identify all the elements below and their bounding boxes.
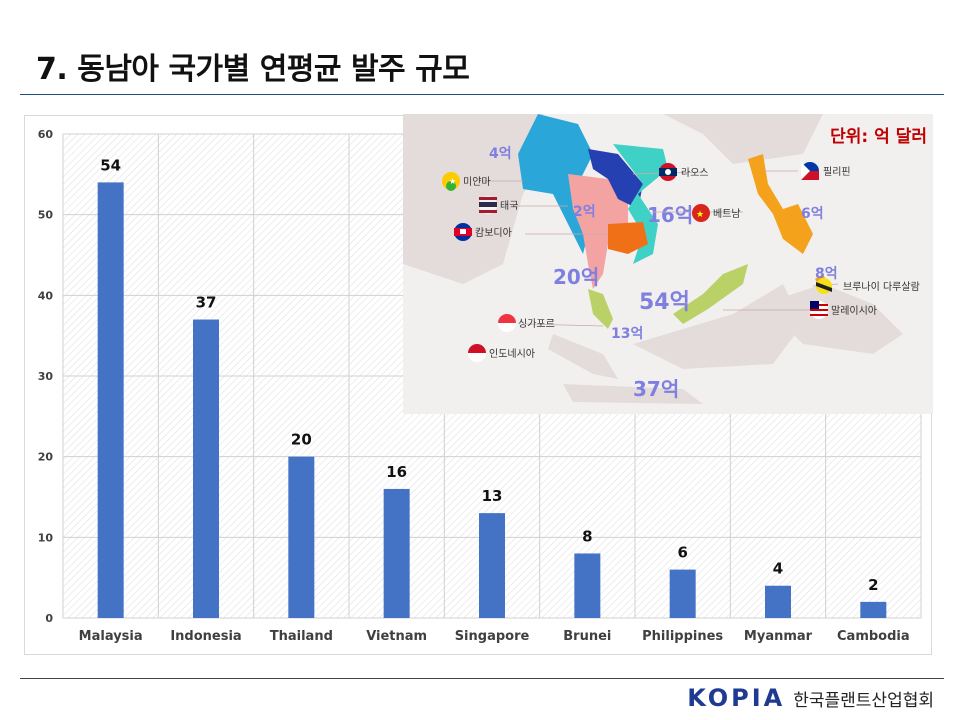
vietnam-flag-icon: ★ — [692, 204, 710, 222]
bar-cambodia — [860, 601, 887, 618]
map-label-malaysia: 54억 — [639, 290, 690, 315]
malaysia-flag-icon — [810, 301, 828, 319]
singapore-flag-icon — [498, 314, 516, 332]
unit-label: 단위: 억 달러 — [830, 127, 927, 147]
x-tick-label: Brunei — [563, 629, 611, 644]
x-tick-label: Myanmar — [744, 629, 813, 644]
map-label-indonesia: 37억 — [633, 377, 679, 401]
philippines-flag-icon — [801, 162, 819, 180]
brunei-flag-icon — [816, 278, 832, 294]
thailand-flag-icon — [479, 196, 497, 214]
land-mass — [663, 114, 823, 164]
map-country-brunei: 브루나이 다루살람 — [843, 280, 920, 293]
map-label-brunei: 8억 — [815, 266, 838, 282]
bar-myanmar — [765, 585, 791, 618]
x-tick-label: Indonesia — [170, 629, 241, 644]
y-tick-label: 0 — [45, 612, 53, 625]
data-label: 4 — [773, 560, 783, 578]
x-tick-label: Malaysia — [79, 629, 143, 644]
cambodia-flag-icon — [454, 223, 472, 241]
southeast-asia-map: 4억 2억 16억 6억 20억 8억 54억 13억 37억 ★ 미얀마 태국 — [403, 114, 933, 414]
bar-vietnam — [383, 488, 410, 618]
map-label-myanmar: 4억 — [489, 146, 512, 162]
data-label: 54 — [100, 156, 121, 174]
land-mass — [563, 384, 703, 404]
map-country-cambodia: 캄보디아 — [475, 227, 512, 239]
x-tick-label: Singapore — [455, 629, 530, 644]
kopia-logo: KOPIA 한국플랜트산업협회 — [687, 684, 934, 712]
laos-flag-icon — [659, 163, 677, 181]
map-country-myanmar: 미얀마 — [463, 175, 491, 188]
data-label: 8 — [582, 527, 592, 545]
title-divider — [20, 94, 944, 95]
bar-malaysia — [97, 182, 124, 618]
malaysia-shape — [588, 289, 613, 329]
land-mass — [763, 284, 903, 354]
map-country-philippines: 필리핀 — [823, 166, 851, 178]
land-mass — [548, 334, 618, 379]
svg-text:★: ★ — [696, 210, 704, 220]
page-title: 7. 동남아 국가별 연평균 발주 규모 — [36, 52, 470, 87]
malaysia-shape — [673, 264, 748, 324]
map-country-indonesia: 인도네시아 — [489, 348, 535, 360]
map-label-vietnam: 16억 — [647, 203, 693, 227]
philippines-shape — [748, 154, 813, 254]
data-label: 13 — [482, 487, 503, 505]
y-tick-label: 50 — [38, 209, 54, 222]
map-label-singapore: 13억 — [611, 326, 643, 342]
svg-text:★: ★ — [449, 177, 456, 186]
bar-indonesia — [193, 319, 219, 618]
map-country-laos: 라오스 — [681, 167, 709, 179]
x-tick-label: Vietnam — [366, 629, 427, 644]
bar-philippines — [669, 569, 696, 618]
bar-thailand — [288, 456, 315, 618]
y-tick-label: 20 — [38, 451, 54, 464]
vietnam-shape — [613, 144, 668, 264]
map-country-thailand: 태국 — [500, 200, 518, 212]
map-label-philippines: 6억 — [801, 206, 824, 222]
data-label: 16 — [386, 463, 407, 481]
data-label: 6 — [677, 544, 687, 562]
bar-brunei — [574, 553, 601, 618]
land-mass — [403, 114, 553, 284]
map-graphic: 4억 2억 16억 6억 20억 8억 54억 13억 37억 ★ 미얀마 태국 — [403, 114, 920, 404]
y-tick-label: 60 — [38, 128, 54, 141]
x-tick-label: Thailand — [270, 629, 333, 644]
map-label-thailand: 20억 — [553, 265, 599, 289]
data-label: 2 — [868, 576, 878, 594]
logo-mark: KOPIA — [687, 684, 786, 712]
y-tick-label: 10 — [38, 531, 54, 544]
logo-org-name: 한국플랜트산업협회 — [793, 691, 934, 711]
x-tick-label: Philippines — [642, 629, 723, 644]
myanmar-shape — [518, 114, 593, 254]
data-label: 37 — [196, 294, 217, 312]
bar-singapore — [479, 513, 505, 618]
myanmar-flag-icon: ★ — [442, 172, 460, 191]
footer-divider — [20, 678, 944, 679]
y-tick-label: 30 — [38, 370, 54, 383]
y-tick-label: 40 — [38, 289, 54, 302]
data-label: 20 — [291, 431, 312, 449]
land-mass — [633, 284, 803, 369]
indonesia-flag-icon — [468, 344, 486, 362]
map-label-cambodia: 2억 — [573, 204, 596, 220]
map-country-vietnam: 베트남 — [713, 208, 741, 220]
thailand-shape — [568, 174, 628, 289]
cambodia-shape — [608, 222, 648, 254]
map-country-singapore: 싱가포르 — [518, 318, 555, 330]
map-country-malaysia: 말레이시아 — [831, 305, 877, 317]
x-tick-label: Cambodia — [837, 629, 910, 644]
laos-shape — [588, 149, 643, 209]
